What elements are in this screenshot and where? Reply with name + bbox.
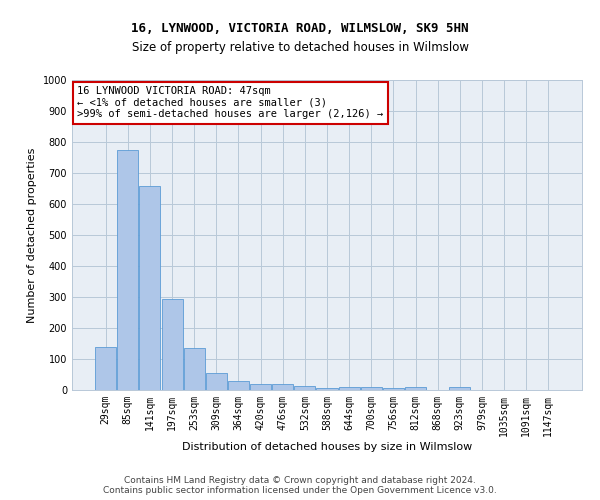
- Bar: [316, 388, 338, 390]
- Bar: [449, 387, 470, 390]
- Bar: [184, 348, 205, 390]
- Bar: [118, 150, 139, 390]
- Bar: [206, 373, 227, 390]
- X-axis label: Distribution of detached houses by size in Wilmslow: Distribution of detached houses by size …: [182, 442, 472, 452]
- Bar: [161, 298, 182, 390]
- Bar: [383, 388, 404, 390]
- Bar: [295, 386, 316, 390]
- Text: Size of property relative to detached houses in Wilmslow: Size of property relative to detached ho…: [131, 41, 469, 54]
- Bar: [228, 382, 249, 390]
- Bar: [272, 384, 293, 390]
- Bar: [405, 387, 426, 390]
- Text: 16 LYNWOOD VICTORIA ROAD: 47sqm
← <1% of detached houses are smaller (3)
>99% of: 16 LYNWOOD VICTORIA ROAD: 47sqm ← <1% of…: [77, 86, 383, 120]
- Bar: [95, 346, 116, 390]
- Bar: [139, 186, 160, 390]
- Text: Contains HM Land Registry data © Crown copyright and database right 2024.
Contai: Contains HM Land Registry data © Crown c…: [103, 476, 497, 495]
- Bar: [361, 387, 382, 390]
- Y-axis label: Number of detached properties: Number of detached properties: [27, 148, 37, 322]
- Bar: [250, 384, 271, 390]
- Text: 16, LYNWOOD, VICTORIA ROAD, WILMSLOW, SK9 5HN: 16, LYNWOOD, VICTORIA ROAD, WILMSLOW, SK…: [131, 22, 469, 36]
- Bar: [338, 387, 359, 390]
